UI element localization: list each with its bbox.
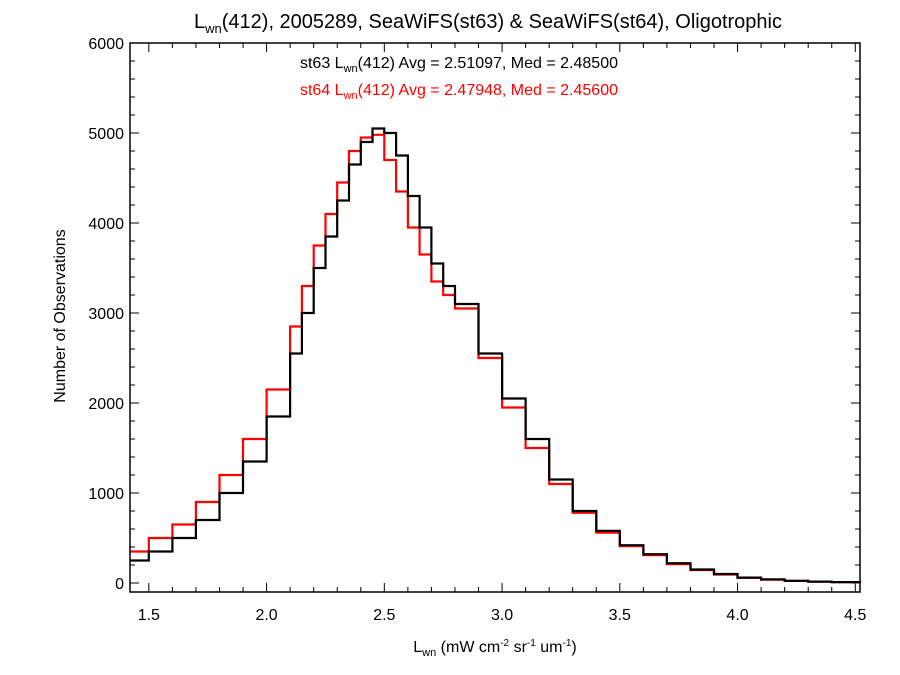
x-axis-label-part1: (mW cm — [436, 639, 500, 656]
chart-title-sub: wn — [204, 21, 222, 36]
x-axis-label-sub: wn — [421, 647, 436, 659]
annotation-st64: st64 Lwn(412) Avg = 2.47948, Med = 2.456… — [300, 82, 618, 102]
chart-title: Lwn(412), 2005289, SeaWiFS(st63) & SeaWi… — [194, 11, 782, 36]
x-axis-label-sup3: -1 — [562, 638, 571, 649]
x-tick-label: 2.5 — [373, 607, 395, 624]
x-axis-label-part4: ) — [571, 639, 576, 656]
y-tick-label: 1000 — [88, 486, 124, 503]
series-layer — [130, 127, 862, 584]
annotation-st63: st63 Lwn(412) Avg = 2.51097, Med = 2.485… — [300, 55, 618, 75]
x-tick-label: 1.5 — [138, 607, 160, 624]
x-tick-label: 3.0 — [491, 607, 513, 624]
y-tick-label: 3000 — [88, 306, 124, 323]
x-tick-label: 3.5 — [609, 607, 631, 624]
chart-title-base: L — [194, 11, 205, 33]
x-axis-label-sup1: -2 — [500, 638, 509, 649]
y-tick-label: 5000 — [88, 126, 124, 143]
annotation-st63-post: (412) Avg = 2.51097, Med = 2.48500 — [358, 55, 618, 72]
x-axis-label-sup2: -1 — [527, 638, 536, 649]
y-tick-label: 0 — [115, 576, 124, 593]
y-tick-label: 2000 — [88, 396, 124, 413]
y-tick-label: 4000 — [88, 216, 124, 233]
series-st64-line — [130, 133, 862, 584]
x-axis-label-part2: sr — [509, 639, 527, 656]
y-tick-label: 6000 — [88, 36, 124, 53]
chart-title-rest: (412), 2005289, SeaWiFS(st63) & SeaWiFS(… — [222, 11, 782, 33]
x-tick-label: 4.0 — [726, 607, 748, 624]
x-tick-label: 4.5 — [844, 607, 866, 624]
x-axis-ticks: 1.5 2.0 2.5 3.0 3.5 4.0 4.5 — [138, 43, 867, 624]
annotation-st64-sub: wn — [343, 90, 358, 102]
x-axis-label: Lwn (mW cm-2 sr-1 um-1) — [413, 638, 576, 659]
x-axis-label-base: L — [413, 639, 422, 656]
annotation-st64-post: (412) Avg = 2.47948, Med = 2.45600 — [358, 82, 618, 99]
plot-frame — [129, 42, 861, 593]
series-st63-line — [130, 127, 862, 584]
x-tick-label: 2.0 — [255, 607, 277, 624]
y-axis-ticks: 0 1000 2000 3000 4000 5000 6000 — [88, 36, 860, 593]
annotation-st63-sub: wn — [343, 63, 358, 75]
annotation-st64-pre: st64 L — [300, 82, 344, 99]
annotation-st63-pre: st63 L — [300, 55, 344, 72]
y-axis-label: Number of Observations — [52, 229, 69, 402]
x-axis-label-part3: um — [536, 639, 563, 656]
